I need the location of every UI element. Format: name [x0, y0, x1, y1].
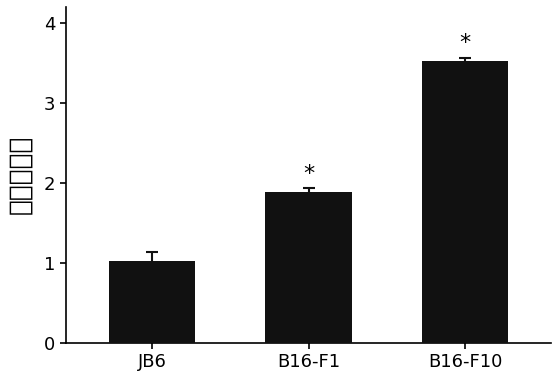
Bar — [422, 61, 508, 342]
Text: *: * — [303, 164, 314, 184]
Bar — [266, 192, 352, 342]
Bar — [109, 261, 195, 342]
Text: *: * — [459, 33, 470, 53]
Y-axis label: 相对表达量: 相对表达量 — [7, 135, 33, 214]
